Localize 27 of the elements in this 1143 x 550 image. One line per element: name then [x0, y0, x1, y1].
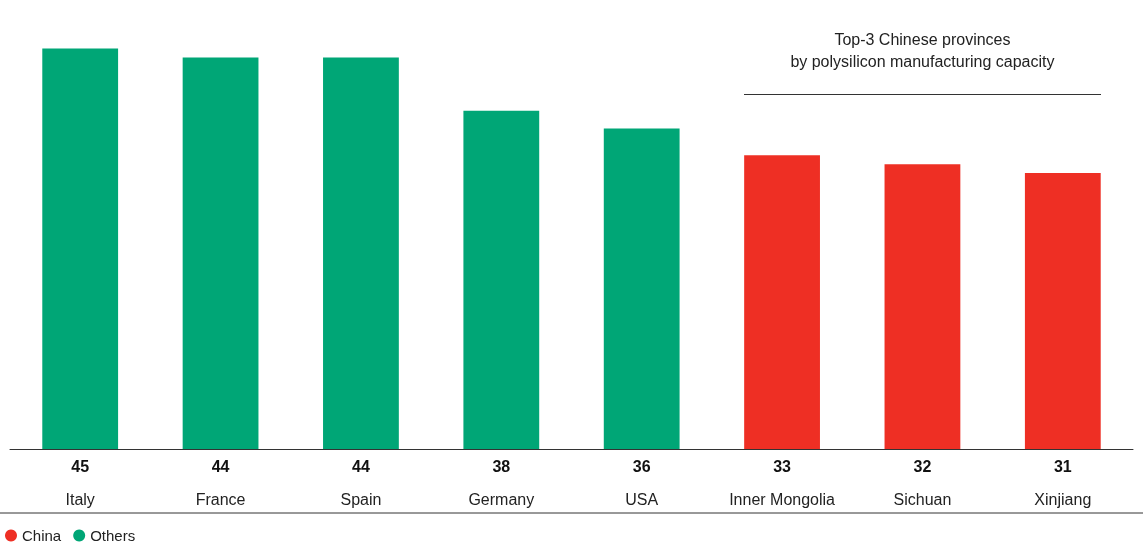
bar — [884, 164, 961, 449]
legend-label: China — [22, 527, 62, 544]
bar — [744, 155, 820, 449]
bar — [182, 57, 259, 449]
x-tick-label: Italy — [65, 490, 95, 508]
bar — [42, 48, 119, 449]
data-label: 33 — [773, 457, 792, 475]
bar — [1024, 173, 1101, 449]
x-tick-label: Xinjiang — [1034, 490, 1092, 508]
bar — [323, 57, 399, 449]
x-tick-label: Spain — [340, 490, 382, 508]
data-label: 31 — [1053, 457, 1072, 475]
data-label: 45 — [71, 457, 90, 475]
data-label: 36 — [632, 457, 651, 475]
x-tick-label: Germany — [468, 490, 535, 508]
x-tick-label: Inner Mongolia — [729, 490, 836, 508]
bar — [603, 128, 680, 449]
data-label: 44 — [211, 457, 230, 475]
x-tick-label: USA — [625, 490, 659, 508]
data-label: 38 — [492, 457, 511, 475]
x-tick-label: France — [195, 490, 246, 508]
bar — [463, 110, 540, 449]
data-label: 44 — [352, 457, 370, 475]
x-tick-label: Sichuan — [893, 490, 952, 508]
data-label: 32 — [913, 457, 932, 475]
legend-label: Others — [90, 527, 136, 544]
annotation: Top-3 Chinese provinces by polysilicon manufacturing capacity — [790, 30, 1055, 70]
